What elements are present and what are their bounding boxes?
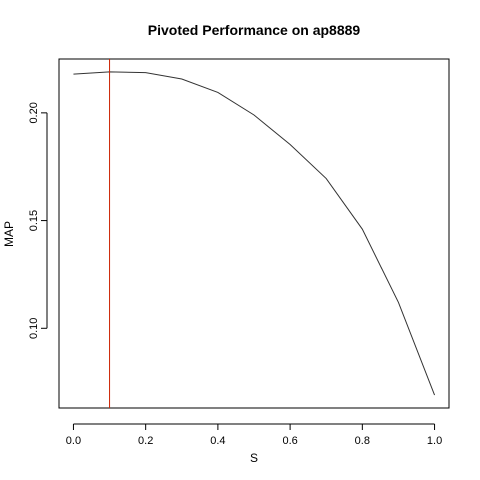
x-axis-label: S bbox=[250, 451, 258, 465]
series-line bbox=[73, 71, 436, 396]
x-tick-label: 0.4 bbox=[210, 435, 225, 447]
x-tick-label: 0.0 bbox=[66, 435, 81, 447]
y-axis-label: MAP bbox=[2, 221, 16, 247]
x-axis: 0.0 0.2 0.4 0.6 0.8 1.0 bbox=[66, 423, 442, 447]
y-axis: 0.10 0.15 0.20 bbox=[28, 102, 48, 339]
plot-marks bbox=[73, 59, 436, 408]
chart-title: Pivoted Performance on ap8889 bbox=[148, 22, 361, 38]
x-tick-label: 0.2 bbox=[138, 435, 153, 447]
y-tick-label: 0.20 bbox=[28, 102, 40, 123]
plot-frame bbox=[58, 58, 450, 409]
y-tick-label: 0.10 bbox=[28, 318, 40, 339]
y-tick-label: 0.15 bbox=[28, 210, 40, 231]
x-tick-label: 0.6 bbox=[282, 435, 297, 447]
x-tick-label: 0.8 bbox=[355, 435, 370, 447]
x-tick-label: 1.0 bbox=[427, 435, 442, 447]
